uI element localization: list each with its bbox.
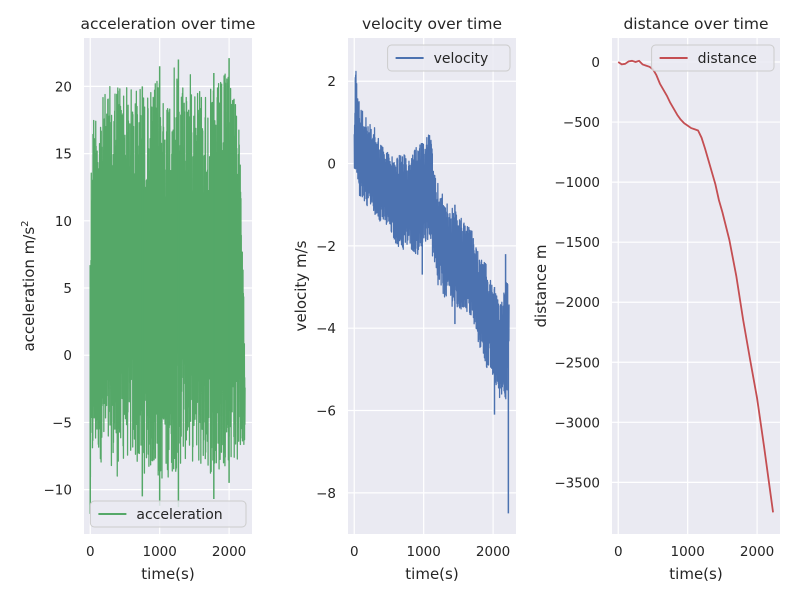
subplot-distance: 0 1000 2000 −3500 −3000 −2500 −2000 −1500 −1000 −… — [532, 15, 780, 583]
y-tick-label: −2000 — [554, 295, 600, 311]
y-tick-label: −500 — [563, 115, 600, 131]
x-tick-label: 0 — [614, 544, 623, 560]
y-tick-label: 2 — [327, 74, 336, 90]
y-axis-label: velocity m/s — [292, 240, 310, 331]
series-group — [617, 59, 774, 513]
series-line-distance — [617, 59, 774, 513]
y-tick-label: −1000 — [554, 175, 600, 191]
gridlines — [612, 38, 780, 534]
legend-label: distance — [698, 51, 757, 67]
y-tick-label: 15 — [55, 147, 72, 163]
y-tick-label: 20 — [55, 79, 72, 95]
y-tick-label: −2 — [316, 239, 336, 255]
y-tick-label: 5 — [63, 281, 72, 297]
legend-label: velocity — [434, 51, 489, 67]
y-tick-label: 0 — [591, 55, 600, 71]
y-tick-label: 10 — [55, 214, 72, 230]
x-tick-label: 0 — [350, 544, 359, 560]
legend-box — [387, 44, 511, 72]
x-tick-label: 0 — [86, 544, 95, 560]
x-axis-label: time(s) — [141, 565, 194, 583]
legend: acceleration — [89, 500, 247, 528]
y-tick-label: −8 — [316, 486, 336, 502]
legend: distance — [651, 44, 775, 72]
plot-area — [612, 38, 780, 534]
legend-box — [89, 500, 247, 528]
legend-label: acceleration — [136, 507, 222, 523]
subplot-acceleration: 0 1000 2000 −10 −5 0 5 10 15 20 acceleration over … — [20, 15, 255, 583]
x-axis-label: time(s) — [669, 565, 722, 583]
y-tick-label: 0 — [63, 348, 72, 364]
y-tick-label: −3500 — [554, 475, 600, 491]
y-tick-label: 0 — [327, 157, 336, 173]
x-tick-label: 2000 — [476, 544, 510, 560]
series-line-acceleration — [89, 67, 246, 479]
y-tick-label: −2500 — [554, 355, 600, 371]
chart-title: acceleration over time — [81, 15, 256, 33]
x-tick-label: 1000 — [406, 544, 440, 560]
y-axis-label-superscript: 2 — [20, 220, 31, 226]
chart-title: velocity over time — [362, 15, 502, 33]
series-line-velocity — [353, 70, 510, 400]
y-axis-label: acceleration m/s2 — [20, 220, 38, 351]
y-tick-label: −1500 — [554, 235, 600, 251]
subplot-velocity: 0 1000 2000 −8 −6 −4 −2 0 2 velocity over time tim… — [292, 15, 516, 583]
y-tick-label: −10 — [44, 483, 73, 499]
y-tick-label: −4 — [316, 321, 336, 337]
series-group — [89, 58, 246, 514]
x-axis-label: time(s) — [405, 565, 458, 583]
y-tick-label: −3000 — [554, 415, 600, 431]
x-tick-label: 1000 — [670, 544, 704, 560]
y-axis-label: distance m — [532, 245, 550, 328]
legend: velocity — [387, 44, 511, 72]
chart-title: distance over time — [623, 15, 768, 33]
legend-box — [651, 44, 775, 72]
series-group — [353, 70, 510, 514]
x-tick-label: 2000 — [740, 544, 774, 560]
x-tick-label: 2000 — [212, 544, 246, 560]
x-tick-label: 1000 — [142, 544, 176, 560]
y-tick-label: −5 — [52, 415, 72, 431]
y-tick-label: −6 — [316, 404, 336, 420]
